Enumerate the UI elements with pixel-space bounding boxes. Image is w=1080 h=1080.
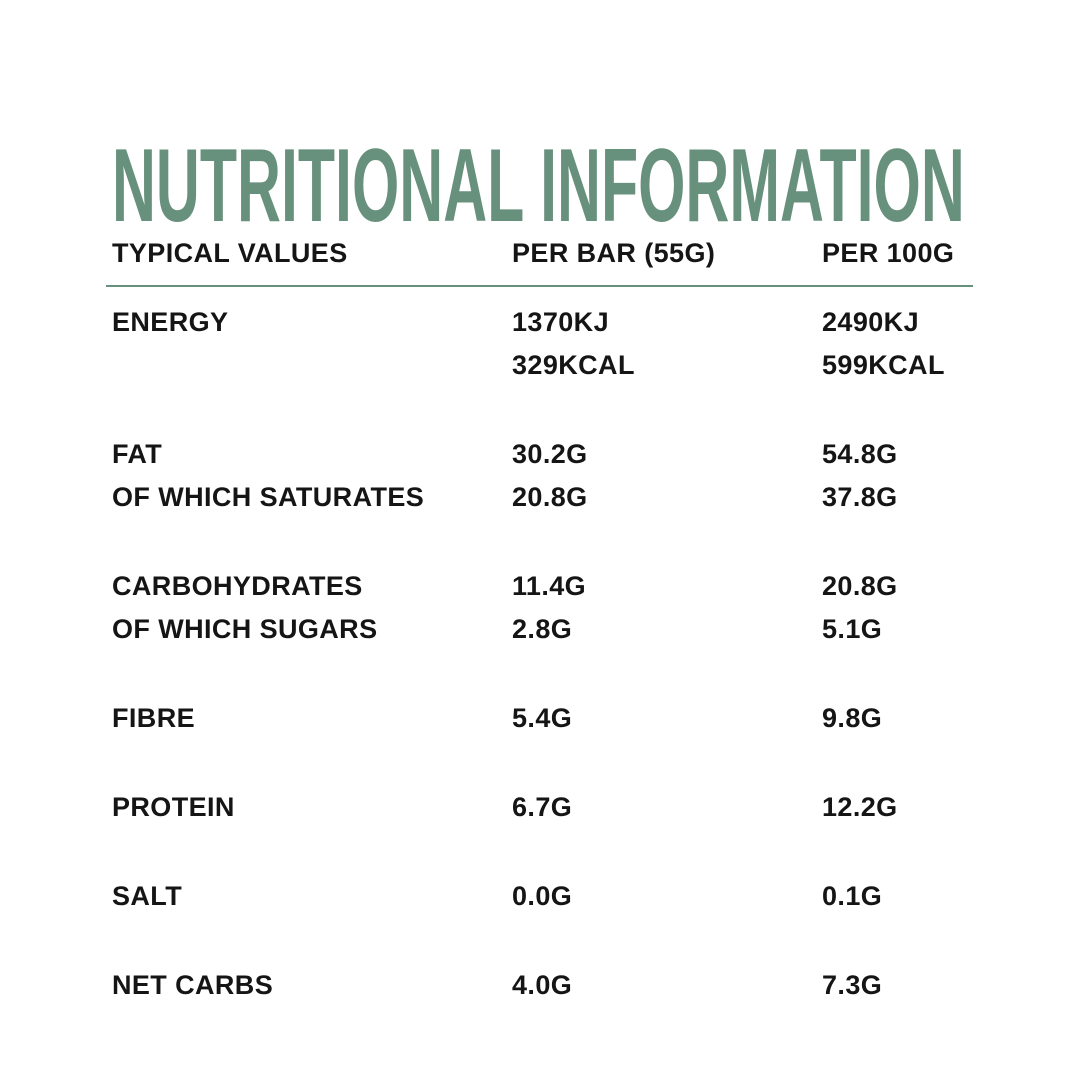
table-row-sugars: OF WHICH SUGARS 2.8G 5.1G	[112, 608, 972, 651]
table-row-carbohydrates: CARBOHYDRATES 11.4G 20.8G	[112, 565, 972, 608]
table-row-protein: PROTEIN 6.7G 12.2G	[112, 786, 972, 829]
per-bar-value: 20.8G	[512, 482, 588, 512]
per-100g-value: 37.8G	[822, 482, 898, 512]
per-100g-value: 54.8G	[822, 439, 898, 469]
row-label: FAT	[112, 439, 163, 469]
row-label: PROTEIN	[112, 792, 235, 822]
row-label: FIBRE	[112, 703, 195, 733]
per-bar-value: 5.4G	[512, 703, 573, 733]
table-row-saturates: OF WHICH SATURATES 20.8G 37.8G	[112, 476, 972, 519]
per-bar-value: 6.7G	[512, 792, 573, 822]
row-label: ENERGY	[112, 307, 229, 337]
row-label	[112, 344, 512, 387]
per-bar-value: 0.0G	[512, 881, 573, 911]
table-header-row: TYPICAL VALUES PER BAR (55G) PER 100G	[112, 232, 972, 275]
per-100g-value: 9.8G	[822, 703, 883, 733]
row-label: CARBOHYDRATES	[112, 571, 363, 601]
row-label: SALT	[112, 881, 183, 911]
table-row-fat: FAT 30.2G 54.8G	[112, 433, 972, 476]
table-row-net-carbs: NET CARBS 4.0G 7.3G	[112, 964, 972, 1007]
per-bar-value: 2.8G	[512, 614, 573, 644]
per-100g-value: 0.1G	[822, 881, 883, 911]
table-row-energy: ENERGY 1370KJ 2490KJ	[112, 301, 972, 344]
per-bar-value: 11.4G	[512, 571, 587, 601]
row-label: OF WHICH SATURATES	[112, 482, 425, 512]
table-row-fibre: FIBRE 5.4G 9.8G	[112, 697, 972, 740]
per-100g-value: 5.1G	[822, 614, 883, 644]
nutrition-table: TYPICAL VALUES PER BAR (55G) PER 100G EN…	[106, 232, 973, 1007]
per-100g-value: 12.2G	[822, 792, 898, 822]
per-bar-value: 30.2G	[512, 439, 588, 469]
per-100g-value: 2490KJ	[822, 307, 919, 337]
header-typical-values: TYPICAL VALUES	[112, 238, 348, 268]
per-100g-value: 599KCAL	[822, 350, 945, 380]
per-bar-value: 4.0G	[512, 970, 573, 1000]
per-bar-value: 1370KJ	[512, 307, 609, 337]
per-100g-value: 20.8G	[822, 571, 898, 601]
per-bar-value: 329KCAL	[512, 350, 635, 380]
header-per-bar: PER BAR (55G)	[512, 238, 716, 268]
table-row-energy-kcal: 329KCAL 599KCAL	[112, 344, 972, 387]
header-divider-line	[106, 285, 973, 287]
header-per-100g: PER 100G	[822, 238, 955, 268]
row-label: OF WHICH SUGARS	[112, 614, 378, 644]
table-row-salt: SALT 0.0G 0.1G	[112, 875, 972, 918]
row-label: NET CARBS	[112, 970, 274, 1000]
per-100g-value: 7.3G	[822, 970, 883, 1000]
page-title: NUTRITIONAL INFORMATION	[112, 127, 965, 244]
